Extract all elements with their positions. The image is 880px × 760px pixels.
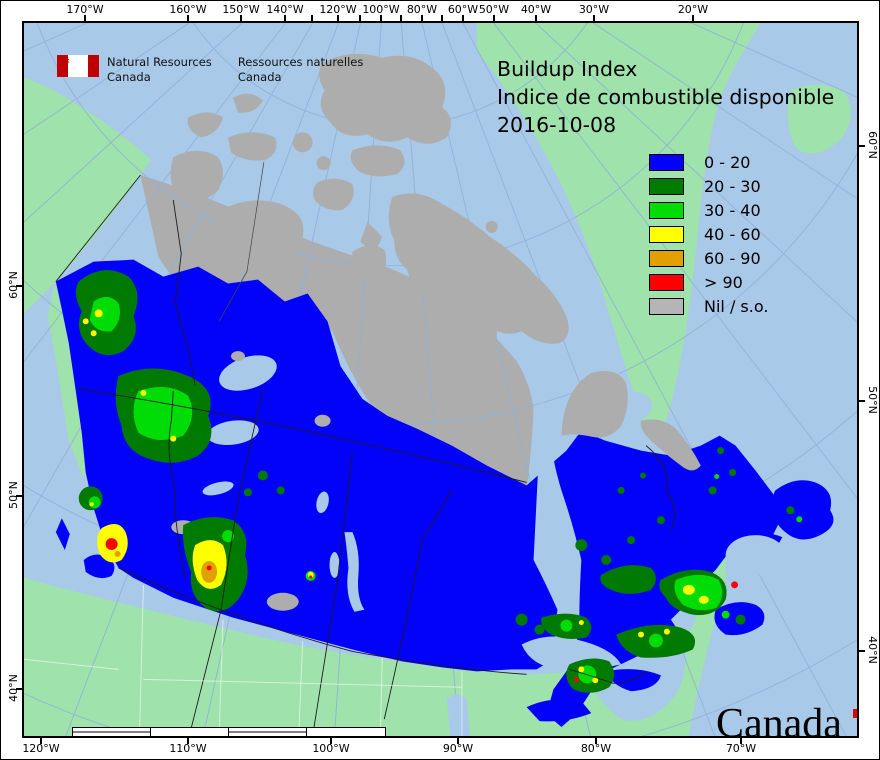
lon-label-bottom: 110°W (169, 742, 207, 755)
title-line-fr: Indice de combustible disponible (497, 85, 835, 109)
legend-label: 0 - 20 (704, 152, 751, 172)
lat-label-right: 60°N (866, 131, 879, 159)
axis-tick (380, 15, 382, 21)
map-canvas: Natural Resources Canada Ressources natu… (22, 21, 859, 738)
logo-fr-line1: Ressources naturelles (237, 55, 364, 69)
axis-tick (535, 15, 537, 21)
axis-tick (187, 15, 189, 21)
lon-label-top: 20°W (677, 3, 709, 16)
logo-text-fr: Ressources naturelles Canada (238, 55, 364, 85)
legend: 0 - 20 20 - 30 30 - 40 40 - 60 60 - 90 >… (649, 152, 769, 322)
canada-fire-map (24, 23, 857, 736)
us-state-lines (24, 584, 463, 736)
legend-label: Nil / s.o. (704, 296, 769, 316)
lon-label-top: 160°W (169, 3, 207, 16)
legend-row: 60 - 90 (649, 248, 768, 268)
lon-label-top: 140°W (266, 3, 304, 16)
axis-tick (240, 15, 242, 21)
legend-swatch (649, 249, 684, 267)
lon-label-top: 170°W (66, 3, 104, 16)
map-title: Buildup Index Indice de combustible disp… (497, 55, 834, 139)
nil-islands (164, 53, 701, 611)
lon-label-bottom: 90°W (442, 742, 474, 755)
axis-tick (40, 738, 42, 744)
axis-tick (859, 650, 865, 652)
government-logo: Natural Resources Canada Ressources natu… (57, 55, 363, 85)
axis-tick (16, 495, 22, 497)
bui-60-90-patches (114, 551, 218, 583)
lon-label-bottom: 80°W (580, 742, 612, 755)
lon-label-top: 120°W (319, 3, 357, 16)
logo-en-line2: Canada (107, 70, 151, 84)
lon-label-bottom: 70°W (725, 742, 757, 755)
bui-gt-90-patches (105, 538, 739, 682)
title-line-en: Buildup Index (497, 57, 638, 81)
axis-tick (311, 15, 313, 21)
axis-tick (740, 738, 742, 744)
axis-tick (457, 738, 459, 744)
lon-label-bottom: 120°W (22, 742, 60, 755)
axis-tick (400, 15, 402, 21)
lon-label-top: 100°W (362, 3, 400, 16)
wordmark-flag-icon (853, 709, 857, 718)
lon-label-top: 30°W (578, 3, 610, 16)
axis-tick (337, 15, 339, 21)
canada-wordmark: Canada (716, 701, 842, 738)
axis-tick (16, 285, 22, 287)
axis-tick (16, 688, 22, 690)
canada-flag-icon (57, 55, 99, 77)
lon-label-top: 50°W (478, 3, 510, 16)
axis-tick (493, 15, 495, 21)
legend-label: 40 - 60 (704, 224, 761, 244)
logo-fr-line2: Canada (237, 70, 282, 84)
title-date: 2016-10-08 (497, 113, 617, 137)
logo-text-en: Natural Resources Canada (107, 55, 212, 85)
axis-tick (359, 15, 361, 21)
lon-label-top: 40°W (520, 3, 552, 16)
legend-swatch (649, 273, 684, 291)
axis-tick (692, 15, 694, 21)
legend-label: 20 - 30 (704, 176, 761, 196)
lat-label-right: 50°N (866, 386, 879, 414)
legend-swatch (649, 297, 684, 315)
axis-tick (284, 15, 286, 21)
axis-tick (859, 400, 865, 402)
legend-row: 40 - 60 (649, 224, 768, 244)
axis-tick (462, 15, 464, 21)
legend-label: 60 - 90 (704, 248, 761, 268)
axis-tick (84, 15, 86, 21)
axis-tick (421, 15, 423, 21)
logo-en-line1: Natural Resources (107, 55, 212, 69)
scale-bar (72, 727, 386, 736)
legend-row: > 90 (649, 272, 768, 292)
legend-swatch (649, 201, 684, 219)
lon-label-top: 60°W (447, 3, 479, 16)
legend-row: 0 - 20 (649, 152, 768, 172)
legend-label: 30 - 40 (704, 200, 761, 220)
legend-swatch (649, 177, 684, 195)
legend-row: 20 - 30 (649, 176, 768, 196)
legend-label: > 90 (704, 272, 743, 292)
axis-tick (593, 15, 595, 21)
lon-label-top: 80°W (406, 3, 438, 16)
lon-label-top: 150°W (222, 3, 260, 16)
axis-tick (187, 738, 189, 744)
lat-label-right: 40°N (866, 636, 879, 664)
legend-row: 30 - 40 (649, 200, 768, 220)
axis-tick (441, 15, 443, 21)
legend-swatch (649, 225, 684, 243)
axis-tick (595, 738, 597, 744)
legend-row: Nil / s.o. (649, 296, 769, 316)
legend-swatch (649, 153, 684, 171)
axis-tick (859, 145, 865, 147)
borders (55, 162, 676, 736)
maple-leaf-icon (58, 55, 70, 68)
lon-label-bottom: 100°W (312, 742, 350, 755)
axis-tick (330, 738, 332, 744)
